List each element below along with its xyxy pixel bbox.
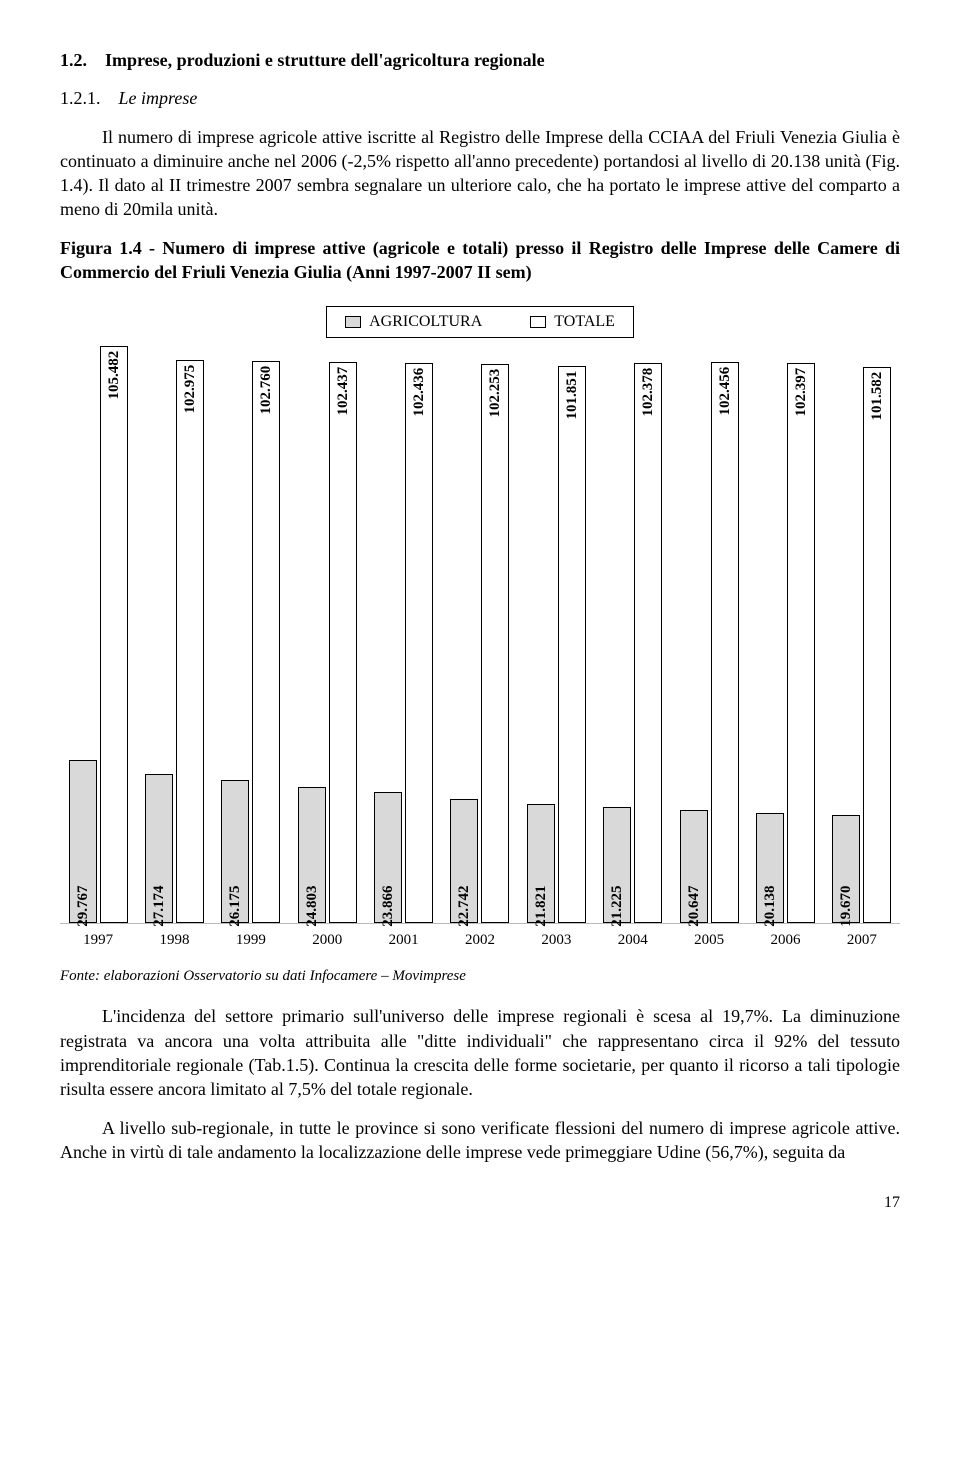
legend-item-agri: AGRICOLTURA [345,311,482,333]
chart-plot-area: 29.767105.48227.174102.97526.175102.7602… [60,344,900,924]
bar-value-label: 21.225 [607,885,627,926]
bar-value-label: 21.821 [531,885,551,926]
bar-value-label: 29.767 [72,885,92,926]
x-axis-label: 2003 [522,930,590,950]
year-group: 19.670 101.582 [828,367,896,923]
bar-agricoltura: 24.803 [298,787,326,923]
bar-agricoltura: 20.138 [756,813,784,923]
bar-totale: 101.851 [558,366,586,923]
paragraph-1: Il numero di imprese agricole attive isc… [60,125,900,222]
x-axis-label: 2002 [446,930,514,950]
year-group: 20.138 102.397 [751,363,819,923]
bar-agricoltura: 21.225 [603,807,631,923]
x-axis-label: 2006 [751,930,819,950]
bar-totale: 102.437 [329,362,357,923]
figure-caption: Figura 1.4 - Numero di imprese attive (a… [60,236,900,285]
year-group: 20.647 102.456 [675,362,743,923]
bar-value-label: 105.482 [103,350,123,399]
year-group: 22.742 102.253 [446,364,514,923]
bar-value-label: 20.138 [760,885,780,926]
bar-value-label: 19.670 [836,885,856,926]
bar-value-label: 26.175 [225,885,245,926]
bar-agricoltura: 29.767 [69,760,97,923]
paragraph-3: A livello sub-regionale, in tutte le pro… [60,1116,900,1165]
x-axis-label: 2005 [675,930,743,950]
section-title-text: Imprese, produzioni e strutture dell'agr… [105,50,545,70]
bar-agricoltura: 22.742 [450,799,478,923]
year-group: 24.803 102.437 [293,362,361,923]
chart-x-axis: 1997 1998 1999 2000 2001 2002 2003 2004 2005 2006… [60,924,900,950]
bar-value-label: 24.803 [302,885,322,926]
year-group: 21.821 101.851 [522,366,590,923]
legend-swatch-agri [345,316,361,328]
bar-totale: 102.760 [252,361,280,923]
year-group: 21.225 102.378 [599,363,667,923]
bar-value-label: 102.760 [256,365,276,414]
bar-totale: 102.456 [711,362,739,923]
section-number: 1.2. [60,50,87,70]
bar-value-label: 102.456 [714,366,734,415]
legend-item-tot: TOTALE [530,311,615,333]
bar-value-label: 102.436 [409,367,429,416]
bar-value-label: 102.975 [180,364,200,413]
chart-legend: AGRICOLTURA TOTALE [326,306,634,338]
legend-label-agri: AGRICOLTURA [369,311,482,333]
bar-chart: AGRICOLTURA TOTALE 29.767 105.482 27.174 10… [60,306,900,950]
bar-agricoltura: 19.670 [832,815,860,923]
bar-totale: 102.253 [481,364,509,923]
x-axis-label: 2000 [293,930,361,950]
bar-value-label: 20.647 [683,885,703,926]
x-axis-label: 1998 [140,930,208,950]
bar-value-label: 22.742 [454,885,474,926]
bar-value-label: 102.397 [791,367,811,416]
section-heading: 1.2. Imprese, produzioni e strutture del… [60,48,900,72]
x-axis-label: 2004 [599,930,667,950]
bar-value-label: 27.174 [149,885,169,926]
page-number: 17 [60,1192,900,1214]
bar-value-label: 102.253 [485,368,505,417]
legend-swatch-tot [530,316,546,328]
bar-agricoltura: 23.866 [374,792,402,923]
paragraph-2: L'incidenza del settore primario sull'un… [60,1004,900,1101]
year-group: 23.866 102.436 [370,363,438,923]
subsection-heading: 1.2.1. Le imprese [60,86,900,110]
bar-totale: 102.397 [787,363,815,923]
x-axis-label: 2001 [370,930,438,950]
bar-agricoltura: 20.647 [680,810,708,923]
legend-label-tot: TOTALE [554,311,615,333]
bar-value-label: 101.851 [562,370,582,419]
year-group: 26.175 102.760 [217,361,285,923]
bar-totale: 102.975 [176,360,204,923]
subsection-title-text: Le imprese [119,88,198,108]
bar-value-label: 101.582 [867,371,887,420]
year-group: 27.174 102.975 [140,360,208,923]
bar-totale: 102.378 [634,363,662,923]
bar-totale: 105.482 [100,346,128,923]
chart-source: Fonte: elaborazioni Osservatorio su dati… [60,966,900,986]
bar-value-label: 102.378 [638,367,658,416]
bar-totale: 102.436 [405,363,433,923]
x-axis-label: 2007 [828,930,896,950]
x-axis-label: 1999 [217,930,285,950]
bar-agricoltura: 21.821 [527,804,555,923]
subsection-number: 1.2.1. [60,88,101,108]
bar-agricoltura: 26.175 [221,780,249,923]
bar-value-label: 23.866 [378,885,398,926]
year-group: 29.767 105.482 [64,346,132,923]
bar-totale: 101.582 [863,367,891,923]
bar-value-label: 102.437 [333,366,353,415]
x-axis-label: 1997 [64,930,132,950]
bar-agricoltura: 27.174 [145,774,173,923]
